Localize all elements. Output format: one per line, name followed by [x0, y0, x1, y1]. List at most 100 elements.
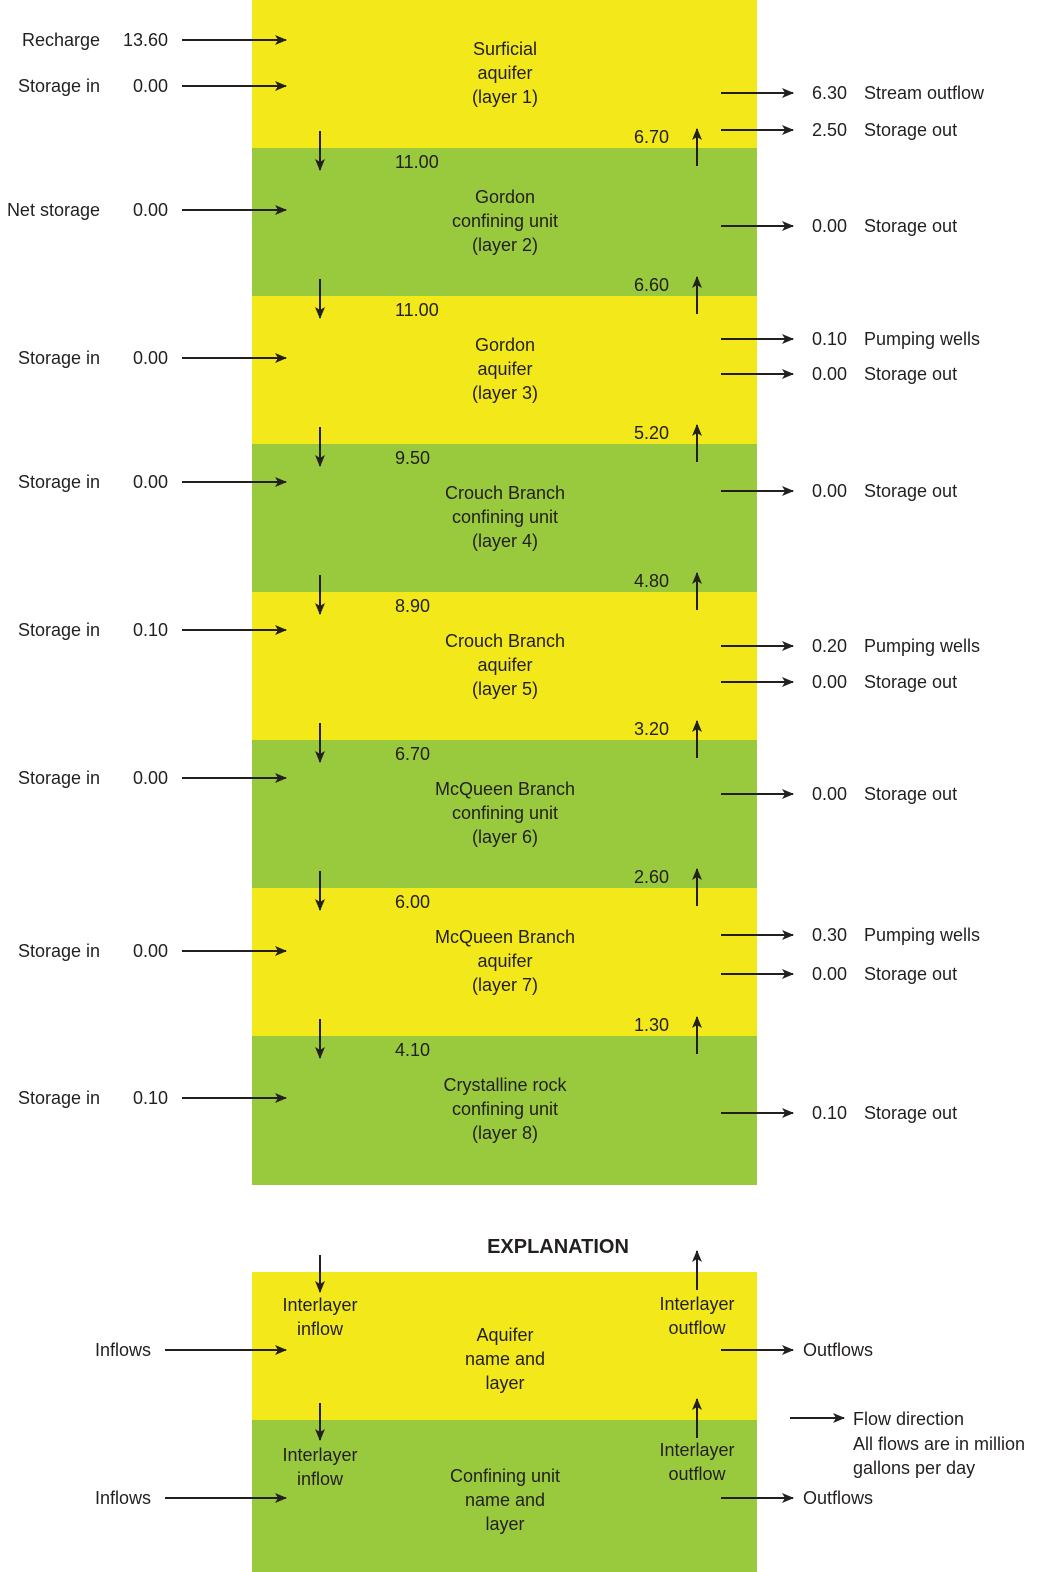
inflow-value: 0.10 [133, 620, 168, 640]
inflow-value: 0.10 [133, 1088, 168, 1108]
outflow-value: 2.50 [812, 120, 847, 140]
outflow-label: Pumping wells [864, 636, 980, 656]
interlayer-up-value: 6.60 [634, 275, 669, 295]
inflow-label: Storage in [18, 472, 100, 492]
inflow-value: 0.00 [133, 200, 168, 220]
explanation-inflows-label: Inflows [95, 1488, 151, 1508]
explanation-interlayer-outflow: Interlayer [659, 1294, 734, 1314]
outflow-value: 0.10 [812, 329, 847, 349]
outflow-value: 0.20 [812, 636, 847, 656]
layer-band-3 [252, 296, 757, 444]
interlayer-down-value: 6.70 [395, 744, 430, 764]
flow-direction-label: Flow direction [853, 1409, 964, 1429]
inflow-label: Storage in [18, 768, 100, 788]
inflow-label: Storage in [18, 1088, 100, 1108]
inflow-value: 0.00 [133, 768, 168, 788]
outflow-label: Pumping wells [864, 329, 980, 349]
interlayer-up-value: 1.30 [634, 1015, 669, 1035]
inflow-label: Net storage [7, 200, 100, 220]
layer-name-line: (layer 6) [472, 827, 538, 847]
layer-name-line: (layer 2) [472, 235, 538, 255]
layer-name-line: aquifer [477, 655, 532, 675]
interlayer-up-value: 6.70 [634, 127, 669, 147]
flow-arrows [165, 35, 845, 1503]
outflow-value: 0.00 [812, 964, 847, 984]
layer-name-line: aquifer [477, 63, 532, 83]
explanation-outflows-label: Outflows [803, 1340, 873, 1360]
inflow-label: Storage in [18, 348, 100, 368]
inflow-label: Storage in [18, 620, 100, 640]
outflow-label: Storage out [864, 672, 957, 692]
explanation-aquifer-band [252, 1272, 757, 1420]
layer-name-line: Gordon [475, 187, 535, 207]
inflow-value: 0.00 [133, 941, 168, 961]
inflow-label: Storage in [18, 941, 100, 961]
outflow-value: 0.00 [812, 364, 847, 384]
explanation-interlayer-outflow: outflow [668, 1318, 726, 1338]
layer-name-line: (layer 4) [472, 531, 538, 551]
layer-band-1 [252, 0, 757, 148]
units-note: gallons per day [853, 1458, 975, 1478]
interlayer-up-value: 5.20 [634, 423, 669, 443]
explanation-aquifer-name: name and [465, 1349, 545, 1369]
outflow-label: Storage out [864, 784, 957, 804]
labels: Surficial aquifer (layer 1) Recharge 13.60 St… [7, 30, 1025, 1534]
layer-name-line: confining unit [452, 1099, 558, 1119]
explanation-interlayer-inflow: Interlayer [282, 1445, 357, 1465]
layer-band-5 [252, 592, 757, 740]
explanation-interlayer-outflow: Interlayer [659, 1440, 734, 1460]
outflow-label: Storage out [864, 481, 957, 501]
inflow-value: 0.00 [133, 76, 168, 96]
interlayer-up-value: 3.20 [634, 719, 669, 739]
outflow-label: Pumping wells [864, 925, 980, 945]
inflow-label: Storage in [18, 76, 100, 96]
inflow-label: Recharge [22, 30, 100, 50]
outflow-value: 6.30 [812, 83, 847, 103]
layer-name-line: (layer 7) [472, 975, 538, 995]
interlayer-up-value: 4.80 [634, 571, 669, 591]
inflow-value: 0.00 [133, 472, 168, 492]
layer-band-8 [252, 1036, 757, 1185]
interlayer-down-value: 9.50 [395, 448, 430, 468]
explanation-aquifer-name: layer [485, 1373, 524, 1393]
layer-name-line: Surficial [473, 39, 537, 59]
explanation-confining-name: Confining unit [450, 1466, 560, 1486]
layer-name-line: McQueen Branch [435, 779, 575, 799]
layer-name-line: confining unit [452, 211, 558, 231]
layer-name-line: confining unit [452, 803, 558, 823]
outflow-label: Storage out [864, 216, 957, 236]
interlayer-up-value: 2.60 [634, 867, 669, 887]
outflow-value: 0.00 [812, 216, 847, 236]
units-note: All flows are in million [853, 1434, 1025, 1454]
outflow-label: Storage out [864, 120, 957, 140]
explanation-interlayer-outflow: outflow [668, 1464, 726, 1484]
explanation-interlayer-inflow: inflow [297, 1469, 344, 1489]
inflow-value: 0.00 [133, 348, 168, 368]
explanation-interlayer-inflow: inflow [297, 1319, 344, 1339]
explanation-inflows-label: Inflows [95, 1340, 151, 1360]
layer-bands [252, 0, 757, 1572]
outflow-label: Storage out [864, 1103, 957, 1123]
explanation-confining-band [252, 1420, 757, 1572]
layer-name-line: Gordon [475, 335, 535, 355]
outflow-value: 0.10 [812, 1103, 847, 1123]
interlayer-down-value: 11.00 [395, 152, 439, 172]
layer-name-line: aquifer [477, 951, 532, 971]
outflow-value: 0.00 [812, 481, 847, 501]
layer-name-line: (layer 5) [472, 679, 538, 699]
layer-band-4 [252, 444, 757, 592]
layer-name-line: (layer 3) [472, 383, 538, 403]
interlayer-down-value: 4.10 [395, 1040, 430, 1060]
layer-name-line: (layer 1) [472, 87, 538, 107]
layer-name-line: McQueen Branch [435, 927, 575, 947]
outflow-value: 0.30 [812, 925, 847, 945]
layer-name-line: Crouch Branch [445, 631, 565, 651]
layer-name-line: aquifer [477, 359, 532, 379]
explanation-aquifer-name: Aquifer [476, 1325, 533, 1345]
interlayer-down-value: 11.00 [395, 300, 439, 320]
outflow-value: 0.00 [812, 672, 847, 692]
explanation-interlayer-inflow: Interlayer [282, 1295, 357, 1315]
layer-name-line: Crouch Branch [445, 483, 565, 503]
outflow-label: Storage out [864, 364, 957, 384]
